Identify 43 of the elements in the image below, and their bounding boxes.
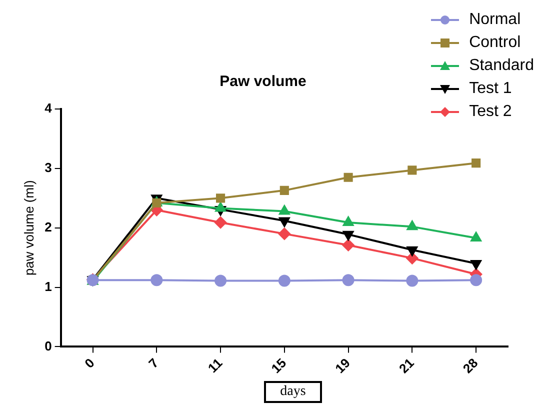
legend-label: Control [469, 34, 521, 52]
x-tick-label: 0 [82, 355, 98, 372]
point [406, 220, 418, 230]
y-tick-label: 3 [44, 160, 52, 176]
point [406, 246, 418, 256]
point [152, 198, 162, 208]
point [278, 274, 290, 287]
point [216, 194, 226, 203]
x-tick-label: 19 [332, 355, 353, 376]
point [472, 158, 481, 168]
y-axis-title: paw volume (ml) [21, 180, 36, 276]
x-tick-label: 7 [146, 355, 162, 372]
x-tick-label: 21 [396, 355, 417, 376]
legend-label: Standard [469, 56, 534, 74]
point [406, 274, 418, 287]
point [344, 172, 353, 182]
y-tick-label: 0 [44, 338, 52, 354]
point [214, 274, 227, 287]
point [470, 274, 482, 286]
point [279, 205, 290, 215]
legend-label: Test 1 [469, 80, 512, 98]
y-tick-label: 4 [44, 100, 53, 116]
x-axis-title: days [264, 381, 322, 403]
point [342, 239, 354, 252]
point [150, 274, 163, 286]
y-tick-label: 2 [44, 219, 52, 234]
chart-title: Paw volume [220, 73, 306, 90]
point [278, 228, 290, 240]
point [280, 186, 289, 195]
point [408, 166, 417, 175]
point [214, 216, 227, 229]
point [279, 217, 290, 227]
point [215, 202, 226, 212]
legend-label: Normal [469, 10, 521, 28]
point [342, 274, 354, 286]
x-tick-label: 15 [268, 355, 290, 376]
x-tick-label: 28 [460, 355, 481, 376]
point [470, 260, 482, 270]
x-tick-label: 11 [204, 355, 226, 376]
point [342, 230, 354, 240]
point [342, 216, 354, 226]
legend-label: Test 2 [469, 102, 512, 120]
y-tick-label: 1 [44, 278, 52, 294]
